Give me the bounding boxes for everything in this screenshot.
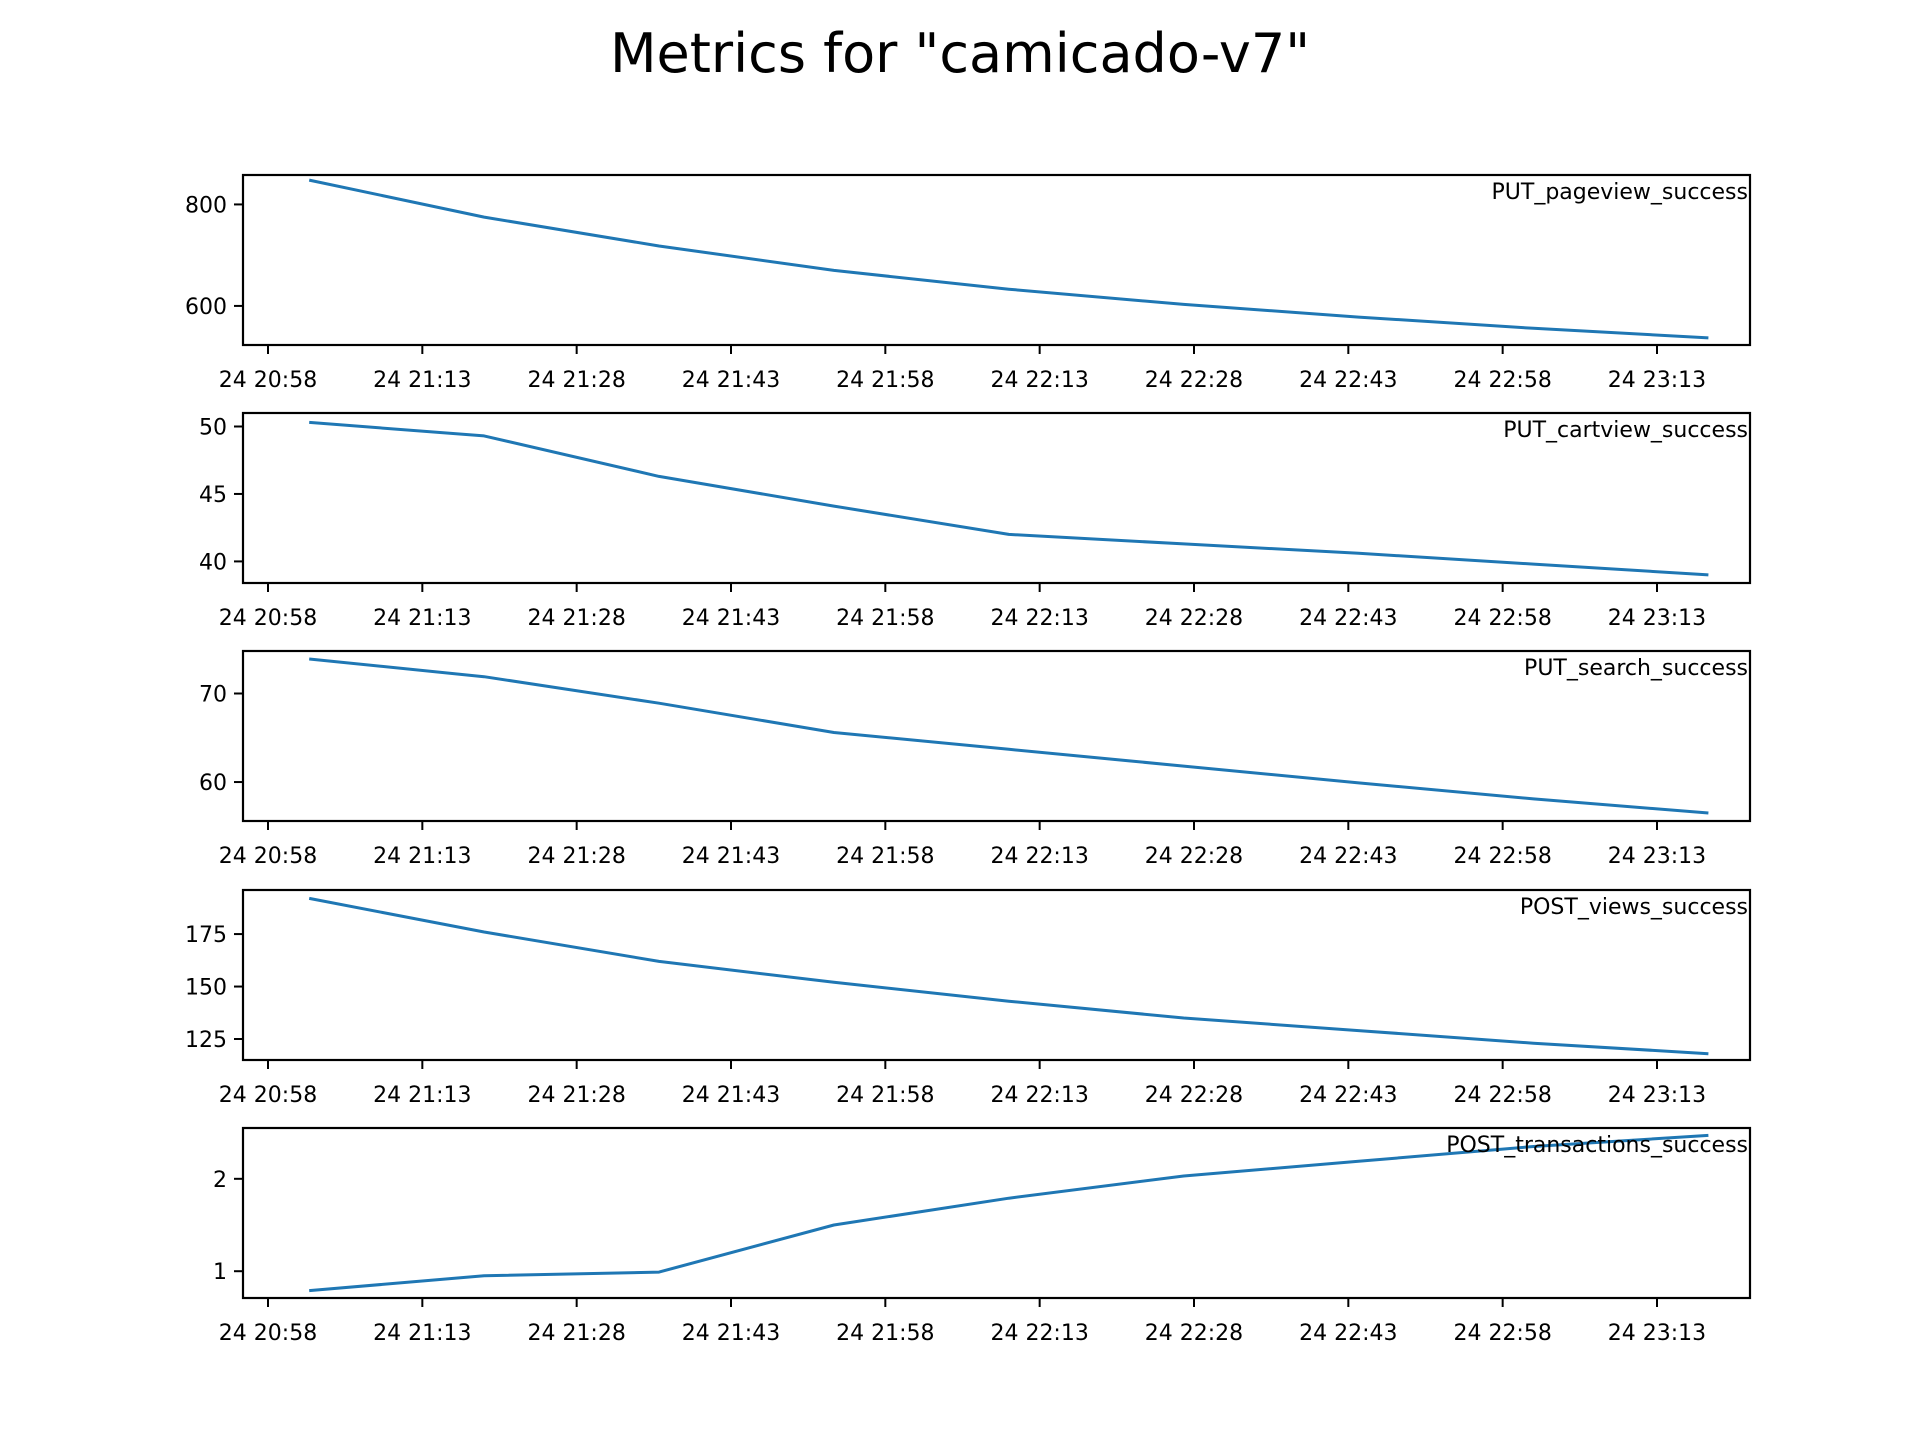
- x-tick-label: 24 22:28: [1145, 1321, 1243, 1346]
- series-line: [308, 178, 1709, 340]
- series-line: [308, 896, 1709, 1056]
- metric-label: POST_views_success: [1520, 895, 1748, 920]
- subplot-4: 125 150 175 24 20:58 24 21:13 24 21:28 24 21:4…: [185, 888, 1752, 1108]
- x-tick-label: 24 21:28: [527, 368, 625, 393]
- x-tick-label: 24 23:13: [1608, 844, 1706, 869]
- series-line: [309, 657, 1709, 815]
- y-tick-label: 40: [199, 550, 227, 575]
- subplot-3: 60 70 24 20:58 24 21:13 24 21:28 24 21:43 24 2…: [199, 649, 1752, 869]
- metric-label: PUT_cartview_success: [1503, 418, 1748, 443]
- x-tick-label: 24 20:58: [219, 844, 317, 869]
- x-tick-label: 24 22:58: [1453, 1083, 1551, 1108]
- series-line: [309, 1133, 1709, 1293]
- metric-label: PUT_search_success: [1524, 656, 1748, 681]
- x-tick-label: 24 21:58: [836, 606, 934, 631]
- metric-label: PUT_pageview_success: [1492, 180, 1748, 205]
- x-tick-label: 24 21:28: [527, 844, 625, 869]
- x-tick-label: 24 22:43: [1299, 1321, 1397, 1346]
- x-tick-label: 24 21:28: [527, 606, 625, 631]
- x-tick-label: 24 21:58: [836, 1083, 934, 1108]
- y-tick-label: 175: [185, 923, 227, 948]
- y-tick-label: 1: [213, 1260, 227, 1285]
- subplot-2: 40 45 50 24 20:58 24 21:13 24 21:28 24 21:43 24…: [199, 411, 1752, 631]
- x-tick-label: 24 22:58: [1453, 606, 1551, 631]
- x-tick-label: 24 21:13: [373, 1083, 471, 1108]
- subplot-5: 1 2 24 20:58 24 21:13 24 21:28 24 21:43 24 21:…: [213, 1126, 1752, 1346]
- x-tick-label: 24 22:13: [990, 844, 1088, 869]
- y-tick-label: 60: [199, 771, 227, 796]
- x-tick-label: 24 21:43: [682, 606, 780, 631]
- x-tick-label: 24 22:13: [990, 606, 1088, 631]
- subplot-1: 600 800 24 20:58 24 21:13 24 21:28 24 21:43 24…: [185, 173, 1752, 393]
- x-tick-label: 24 20:58: [219, 1321, 317, 1346]
- x-tick-label: 24 22:28: [1145, 844, 1243, 869]
- x-tick-label: 24 21:43: [682, 1083, 780, 1108]
- x-tick-label: 24 22:43: [1299, 844, 1397, 869]
- axes-frame: [241, 411, 1752, 585]
- x-tick-label: 24 21:58: [836, 844, 934, 869]
- y-tick-label: 70: [199, 683, 227, 708]
- x-tick-label: 24 21:13: [373, 1321, 471, 1346]
- x-tick-label: 24 22:58: [1453, 368, 1551, 393]
- y-tick-label: 2: [213, 1168, 227, 1193]
- x-tick-label: 24 20:58: [219, 1083, 317, 1108]
- x-tick-label: 24 22:13: [990, 1083, 1088, 1108]
- x-tick-label: 24 20:58: [219, 368, 317, 393]
- x-tick-label: 24 23:13: [1608, 1321, 1706, 1346]
- axes-frame: [241, 888, 1752, 1062]
- x-tick-label: 24 21:13: [373, 844, 471, 869]
- x-tick-label: 24 22:58: [1453, 844, 1551, 869]
- y-tick-label: 800: [185, 193, 227, 218]
- x-tick-label: 24 22:28: [1145, 1083, 1243, 1108]
- x-tick-label: 24 21:58: [836, 368, 934, 393]
- axes-frame: [241, 1126, 1752, 1300]
- x-tick-label: 24 22:28: [1145, 368, 1243, 393]
- figure-title: Metrics for "camicado-v7": [610, 22, 1310, 85]
- x-tick-label: 24 21:28: [527, 1083, 625, 1108]
- x-tick-label: 24 21:43: [682, 844, 780, 869]
- x-tick-label: 24 23:13: [1608, 606, 1706, 631]
- x-tick-label: 24 21:43: [682, 368, 780, 393]
- y-tick-label: 45: [199, 483, 227, 508]
- y-tick-label: 150: [185, 976, 227, 1001]
- y-tick-label: 600: [185, 295, 227, 320]
- y-tick-label: 125: [185, 1028, 227, 1053]
- x-tick-label: 24 21:13: [373, 368, 471, 393]
- x-tick-label: 24 22:43: [1299, 1083, 1397, 1108]
- x-tick-label: 24 23:13: [1608, 368, 1706, 393]
- x-tick-label: 24 21:13: [373, 606, 471, 631]
- x-tick-label: 24 21:43: [682, 1321, 780, 1346]
- x-tick-label: 24 21:28: [527, 1321, 625, 1346]
- x-tick-label: 24 22:13: [990, 1321, 1088, 1346]
- axes-frame: [241, 173, 1752, 347]
- x-tick-label: 24 22:13: [990, 368, 1088, 393]
- axes-frame: [241, 649, 1752, 823]
- y-tick-label: 50: [199, 415, 227, 440]
- x-tick-label: 24 21:58: [836, 1321, 934, 1346]
- x-tick-label: 24 22:58: [1453, 1321, 1551, 1346]
- x-tick-label: 24 22:28: [1145, 606, 1243, 631]
- x-tick-label: 24 20:58: [219, 606, 317, 631]
- x-tick-label: 24 22:43: [1299, 368, 1397, 393]
- x-tick-label: 24 23:13: [1608, 1083, 1706, 1108]
- x-tick-label: 24 22:43: [1299, 606, 1397, 631]
- metric-label: POST_transactions_success: [1446, 1133, 1748, 1158]
- series-line: [309, 420, 1709, 577]
